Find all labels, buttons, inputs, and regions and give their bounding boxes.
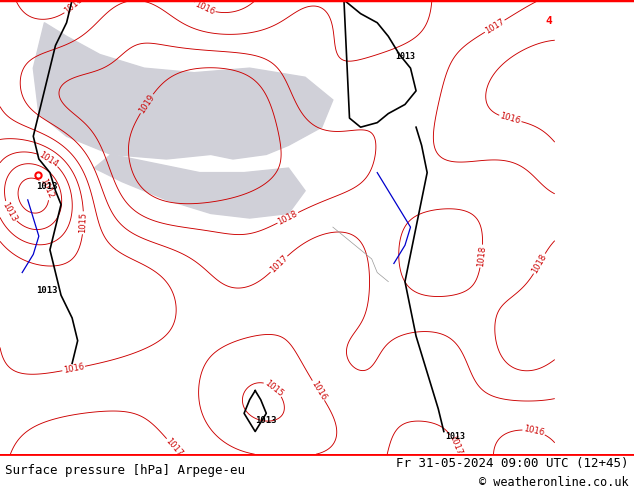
Text: 1017: 1017: [447, 434, 463, 457]
Text: 1016: 1016: [193, 0, 216, 17]
Polygon shape: [33, 23, 333, 159]
Text: 1013: 1013: [36, 286, 58, 295]
Text: 1019: 1019: [137, 92, 156, 115]
Text: 1015: 1015: [263, 378, 285, 398]
Text: 1017: 1017: [268, 253, 290, 275]
Text: 1017: 1017: [164, 437, 184, 458]
Text: © weatheronline.co.uk: © weatheronline.co.uk: [479, 476, 629, 489]
Text: 1016: 1016: [522, 424, 545, 438]
Text: 1017: 1017: [483, 17, 506, 35]
Text: 1016: 1016: [63, 0, 84, 16]
Text: 1013: 1013: [1, 200, 19, 223]
Text: 1016: 1016: [499, 112, 522, 126]
Text: 1013: 1013: [256, 416, 277, 425]
Text: 1012: 1012: [38, 177, 55, 200]
Text: 1015: 1015: [79, 212, 88, 233]
Text: 1014: 1014: [37, 150, 60, 169]
Text: Fr 31-05-2024 09:00 UTC (12+45): Fr 31-05-2024 09:00 UTC (12+45): [396, 457, 629, 470]
Polygon shape: [94, 154, 305, 218]
Text: 1016: 1016: [309, 379, 328, 402]
Text: 4: 4: [545, 16, 552, 26]
Text: 1013: 1013: [445, 433, 465, 441]
Text: Surface pressure [hPa] Arpege-eu: Surface pressure [hPa] Arpege-eu: [5, 464, 245, 477]
Text: 1013: 1013: [395, 52, 415, 61]
Text: 1016: 1016: [63, 362, 85, 375]
Text: 1018: 1018: [476, 245, 488, 267]
Text: 1018: 1018: [276, 209, 299, 226]
Text: 1018: 1018: [530, 252, 548, 275]
Text: 1013: 1013: [36, 182, 58, 191]
